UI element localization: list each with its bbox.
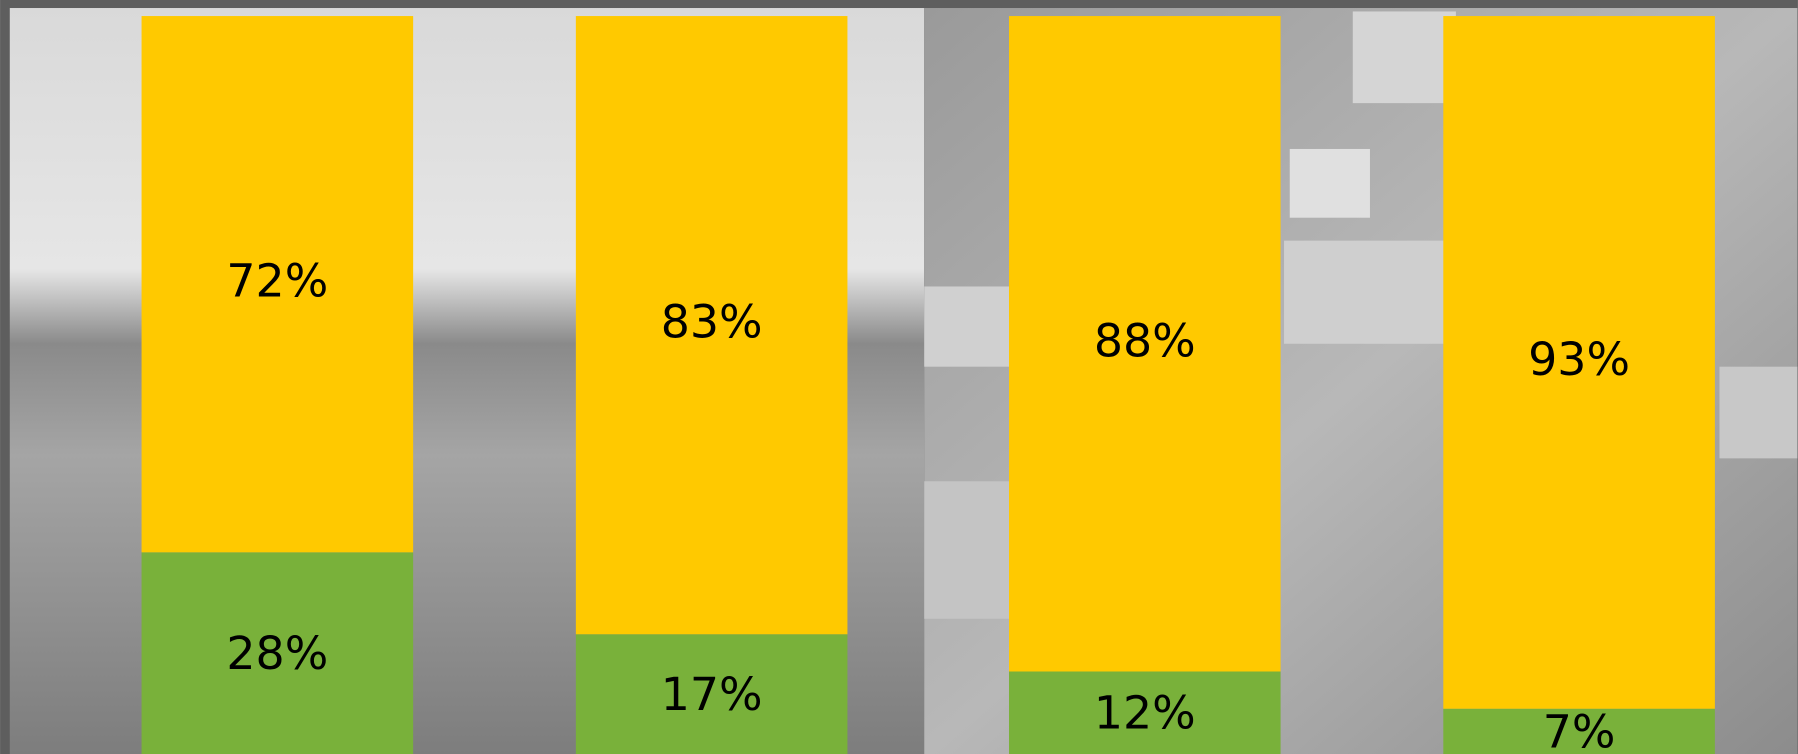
value-label: 28% bbox=[226, 626, 328, 680]
value-label: 7% bbox=[1543, 704, 1616, 754]
value-label: 93% bbox=[1528, 332, 1630, 386]
value-label: 12% bbox=[1094, 686, 1196, 740]
value-label: 83% bbox=[661, 295, 763, 349]
bar-segment bbox=[1443, 708, 1715, 754]
value-label: 72% bbox=[226, 254, 328, 308]
bar-segment bbox=[575, 634, 848, 754]
bar-segment bbox=[1009, 16, 1281, 672]
bar-segment bbox=[141, 16, 414, 553]
bar-segment bbox=[1443, 16, 1715, 709]
bar-segment bbox=[575, 16, 848, 635]
value-label: 17% bbox=[661, 667, 763, 721]
bar-segment bbox=[1009, 671, 1281, 754]
value-label: 88% bbox=[1094, 313, 1196, 367]
bar-segment bbox=[141, 552, 414, 754]
city-detail bbox=[924, 11, 1798, 619]
